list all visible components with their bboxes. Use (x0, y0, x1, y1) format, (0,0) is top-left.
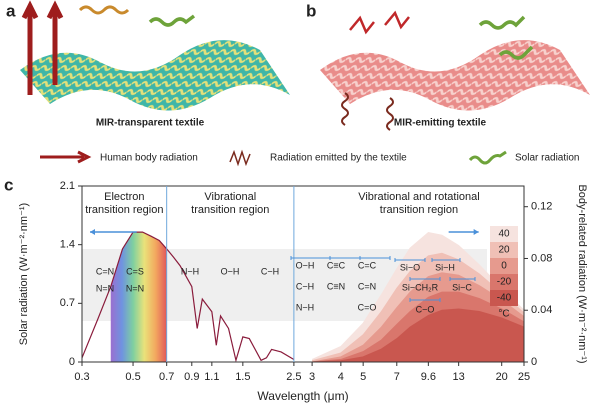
bond-label: C−H (261, 266, 279, 276)
bond-label: Si−CH₂R (402, 282, 439, 292)
x-tick-label: 13 (453, 371, 465, 383)
y-tick-label: 0.7 (60, 297, 75, 309)
legend-label: -20 (497, 277, 512, 288)
x-tick-label: 1.5 (235, 371, 250, 383)
y2-tick-label: 0.04 (531, 304, 552, 316)
legend-unit: °C (498, 309, 509, 320)
bond-label: N=N (96, 283, 114, 293)
legend-label: 40 (498, 229, 510, 240)
bond-range (409, 277, 441, 281)
y2-tick-label: 0.12 (531, 201, 552, 213)
bond-range (449, 277, 476, 281)
x-tick-label: 0.5 (125, 371, 140, 383)
bond-label: C−O (416, 304, 435, 314)
bond-label: C≡C (327, 260, 346, 270)
arrow-head (473, 229, 479, 235)
legend-swatch (490, 290, 518, 306)
bond-label: Si−C (452, 282, 472, 292)
legend: Human body radiation Radiation emitted b… (40, 149, 579, 167)
y2-tick-label: 0.08 (531, 252, 552, 264)
bond-label: C=S (126, 266, 144, 276)
y-tick-label: 0 (69, 356, 75, 368)
x-tick-label: 0.9 (184, 371, 199, 383)
y-axis-label: Solar radiation (W·m⁻²·nm⁻¹) (18, 203, 30, 345)
bond-label: N−H (181, 266, 199, 276)
legend-swatch (490, 258, 518, 274)
body-curve (311, 232, 525, 360)
plot-frame (81, 185, 525, 363)
legend-swatch (490, 242, 518, 258)
x-tick-label: 9.6 (421, 371, 436, 383)
legend-label: 0 (501, 261, 507, 272)
region-label: transition region (85, 204, 163, 216)
bond-range (359, 256, 391, 260)
region-label: Electron (104, 191, 144, 203)
x-tick-label: 3 (309, 371, 315, 383)
legend-swatch (490, 274, 518, 290)
arrow-head (90, 229, 95, 235)
bond-label: C=O (358, 302, 377, 312)
x-tick-label: 25 (518, 371, 530, 383)
bond-label: C≡N (327, 281, 345, 291)
bond-label: C=N (358, 281, 376, 291)
x-tick-label: 1.1 (204, 371, 219, 383)
panel-caption: MIR-emitting textile (394, 118, 487, 129)
body-curve (312, 308, 525, 363)
bond-range (394, 258, 426, 262)
y2-axis-label: Body-related radiation (W·m⁻²·nm⁻¹) (576, 184, 588, 363)
x-tick-label: 5 (360, 371, 366, 383)
region-label: transition region (380, 204, 458, 216)
panel-letter: b (306, 1, 316, 20)
x-tick-label: 4 (338, 371, 344, 383)
bond-range (409, 298, 441, 302)
x-tick-label: 20 (496, 371, 508, 383)
legend-label: -40 (497, 293, 512, 304)
legend-icon (468, 150, 507, 165)
x-tick-label: 7 (394, 371, 400, 383)
panel-letter: a (6, 1, 16, 20)
y-tick-label: 2.1 (60, 180, 75, 192)
x-tick-label: 0.7 (159, 371, 174, 383)
legend-icon (40, 150, 92, 164)
bond-label: C=N (96, 266, 114, 276)
legend-label: Solar radiation (515, 153, 579, 164)
region-label: Vibrational and rotational (358, 191, 480, 203)
panel-letter: c (4, 175, 13, 194)
bond-label: O−H (221, 266, 240, 276)
region-label: Vibrational (204, 191, 256, 203)
x-tick-label: 2.5 (286, 371, 301, 383)
body-curve (312, 272, 525, 363)
y2-tick-label: 0 (531, 356, 537, 368)
textile-a (20, 0, 290, 111)
area-fill (312, 308, 524, 362)
bond-label: C−H (296, 281, 314, 291)
x-tick-label: 0.3 (74, 371, 89, 383)
bond-label: C=C (358, 260, 377, 270)
legend-label: Human body radiation (100, 153, 198, 164)
x-axis-label: Wavelength (μm) (257, 389, 348, 403)
bond-label: N−H (296, 302, 314, 312)
bond-label: N=N (126, 283, 144, 293)
region-label: transition region (191, 204, 269, 216)
bond-label: Si−O (400, 262, 420, 272)
legend-label: Radiation emitted by the textile (270, 153, 407, 164)
y-tick-label: 1.4 (60, 239, 75, 251)
bond-label: O−H (296, 260, 315, 270)
legend-label: 20 (498, 245, 510, 256)
textile-b (320, 10, 590, 131)
bond-range (431, 258, 461, 262)
legend-icon (229, 149, 251, 167)
legend-swatch (490, 226, 518, 242)
body-curve (311, 252, 525, 362)
panel-caption: MIR-transparent textile (96, 118, 205, 129)
body-curve (312, 291, 525, 363)
bond-label: Si−H (435, 262, 455, 272)
